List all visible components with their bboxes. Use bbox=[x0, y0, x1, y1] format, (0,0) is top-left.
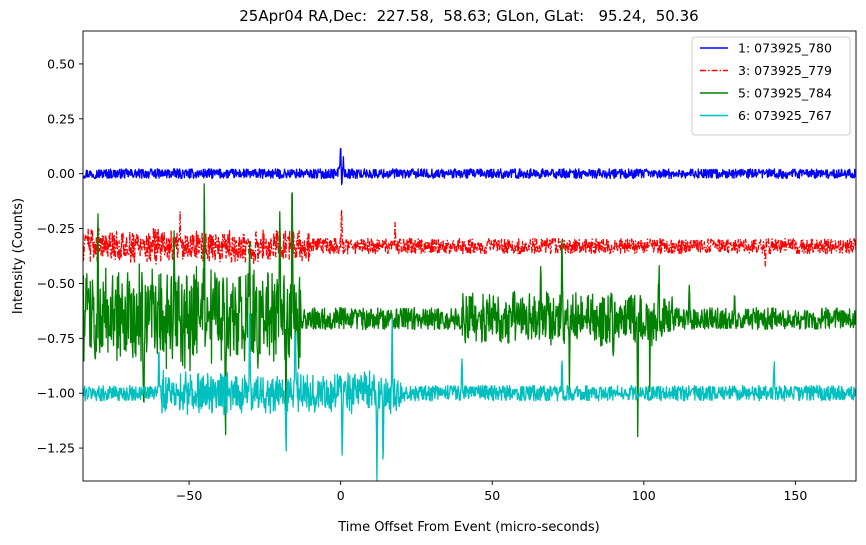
y-tick-label: −0.25 bbox=[37, 221, 75, 236]
y-tick-label: −1.00 bbox=[37, 386, 75, 401]
x-axis-label: Time Offset From Event (micro-seconds) bbox=[337, 520, 600, 535]
chart-title: 25Apr04 RA,Dec: 227.58, 58.63; GLon, GLa… bbox=[239, 7, 698, 25]
legend: 1: 073925_780 3: 073925_779 5: 073925_784 6… bbox=[691, 36, 851, 136]
y-tick-label: −0.75 bbox=[37, 331, 75, 346]
y-tick-label: −1.25 bbox=[37, 441, 75, 456]
y-axis: 0.50 0.25 0.00 −0.25 −0.50 −0.75 −1.00 −1.25 bbox=[37, 56, 83, 456]
x-tick-label: 150 bbox=[783, 488, 807, 503]
y-tick-label: −0.50 bbox=[37, 276, 75, 291]
series-line-3 bbox=[83, 183, 856, 438]
x-axis: −50 0 50 100 150 bbox=[176, 481, 807, 503]
y-tick-label: 0.25 bbox=[47, 111, 75, 126]
legend-label-3: 5: 073925_784 bbox=[738, 86, 832, 101]
legend-label-2: 3: 073925_779 bbox=[738, 63, 832, 78]
series-line-1 bbox=[83, 147, 856, 186]
plot-frame bbox=[82, 30, 857, 482]
legend-box bbox=[691, 36, 851, 136]
y-tick-label: 0.00 bbox=[47, 166, 75, 181]
series-line-2 bbox=[83, 209, 856, 267]
legend-label-4: 6: 073925_767 bbox=[738, 108, 832, 123]
x-tick-label: −50 bbox=[176, 488, 202, 503]
legend-label-1: 1: 073925_780 bbox=[738, 41, 832, 56]
x-tick-label: 50 bbox=[484, 488, 500, 503]
series-line-4 bbox=[83, 312, 856, 481]
x-tick-label: 0 bbox=[337, 488, 345, 503]
y-tick-label: 0.50 bbox=[47, 56, 75, 71]
series-group bbox=[83, 147, 856, 481]
x-tick-label: 100 bbox=[632, 488, 656, 503]
y-axis-label: Intensity (Counts) bbox=[11, 198, 26, 314]
